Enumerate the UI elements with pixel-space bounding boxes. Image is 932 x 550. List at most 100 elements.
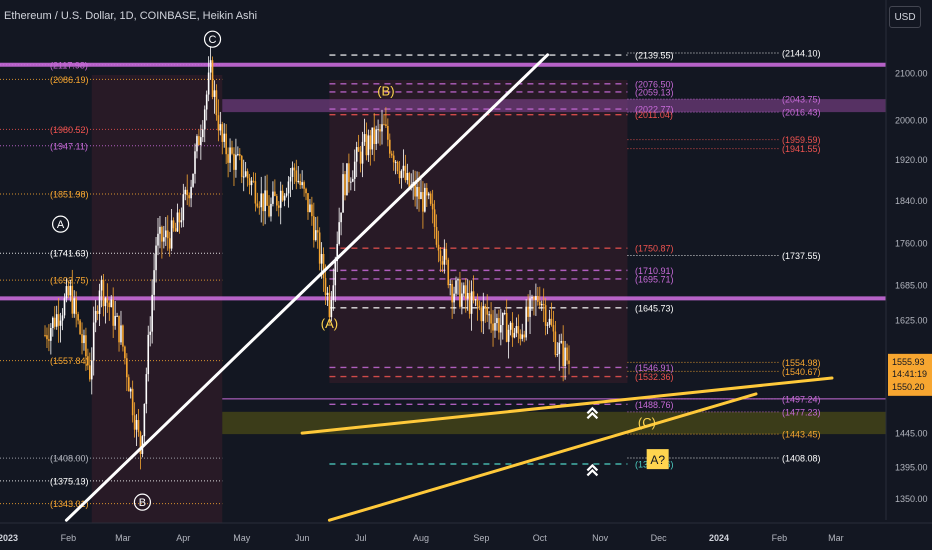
currency-button[interactable]: USD: [889, 6, 921, 28]
candle-body: [531, 296, 533, 299]
candle-body: [377, 129, 379, 131]
candle-body: [420, 192, 422, 200]
candle-body: [198, 136, 200, 145]
candle-body: [237, 154, 239, 156]
candle-body: [192, 173, 194, 187]
wave-label-2: B: [139, 497, 146, 509]
candle-body: [320, 254, 323, 264]
candle-body: [235, 154, 237, 170]
candle-body: [53, 317, 56, 327]
candle-body: [332, 285, 335, 300]
right-level-label-9: (1497.24): [782, 394, 821, 404]
candle-body: [445, 248, 448, 260]
candle-body: [568, 360, 570, 364]
candle-body: [268, 205, 270, 217]
candle-body: [558, 342, 561, 355]
candle-body: [213, 90, 216, 97]
wave-label-1: A: [57, 219, 65, 231]
wave-label-3: C: [209, 34, 217, 46]
candle-body: [231, 147, 233, 154]
candle-body: [258, 206, 261, 208]
candle-body: [131, 388, 134, 416]
candle-body: [350, 181, 352, 183]
candle-body: [209, 60, 212, 73]
candle-body: [540, 303, 543, 306]
candle-body: [496, 318, 498, 324]
candle-body: [507, 329, 510, 342]
candle-body: [52, 317, 54, 328]
candle-body: [277, 205, 280, 208]
x-tick-label-10: Oct: [533, 533, 548, 543]
candle-body: [112, 299, 114, 326]
right-level-label-10: (1477.23): [782, 407, 821, 417]
wave-label-7: A?: [650, 453, 665, 467]
candle-body: [252, 180, 255, 182]
candle-body: [124, 346, 126, 359]
candle-body: [459, 279, 461, 307]
candle-body: [353, 161, 356, 179]
y-tick-label-11: 1350.00: [895, 494, 928, 504]
candle-body: [281, 190, 284, 201]
candle-body: [184, 189, 187, 195]
wave-label-5: (B): [377, 84, 394, 99]
right-level-label-4: (1959.59): [782, 135, 821, 145]
candle-body: [439, 250, 442, 262]
candle-body: [279, 190, 282, 208]
candle-body: [529, 298, 531, 317]
candle-body: [478, 305, 481, 308]
candle-body: [159, 226, 161, 234]
candle-body: [100, 280, 103, 291]
candle-body: [369, 135, 372, 150]
candle-body: [503, 312, 506, 314]
left-level-label-11: (1343.01): [50, 499, 89, 509]
chart-title: Ethereum / U.S. Dollar, 1D, COINBASE, He…: [4, 10, 258, 22]
candle-body: [194, 151, 196, 174]
candle-body: [363, 134, 366, 142]
candle-body: [133, 415, 136, 430]
candle-body: [71, 285, 74, 314]
candle-body: [92, 322, 95, 361]
candle-body: [470, 291, 473, 314]
mid-level-label-1: (2139.55): [635, 51, 674, 61]
x-tick-label-7: Jul: [355, 533, 367, 543]
candle-body: [394, 161, 397, 163]
candle-body: [484, 306, 487, 308]
candle-body: [513, 332, 516, 338]
candle-body: [303, 182, 305, 189]
candle-body: [476, 299, 479, 306]
x-tick-label-12: Dec: [651, 533, 668, 543]
wave-label-2-circle: [133, 493, 152, 511]
candle-body: [437, 244, 440, 251]
x-tick-label-6: Jun: [295, 533, 310, 543]
candle-body: [416, 186, 418, 197]
left-level-label-8: (1557.84): [50, 356, 89, 366]
candle-body: [174, 228, 177, 232]
candle-body: [396, 161, 399, 172]
candle-body: [205, 94, 208, 110]
y-tick-label-7: 1625.00: [895, 315, 928, 325]
candle-body: [351, 178, 354, 182]
candle-body: [466, 292, 469, 299]
candle-body: [274, 191, 276, 197]
candle-body: [324, 278, 327, 296]
candle-body: [149, 331, 151, 335]
candle-body: [293, 167, 296, 171]
candle-body: [472, 291, 475, 301]
candle-body: [523, 334, 526, 338]
candle-body: [106, 298, 109, 303]
candle-body: [426, 187, 428, 196]
candle-body: [328, 292, 331, 318]
candle-body: [287, 181, 290, 194]
candle-body: [266, 190, 268, 206]
candle-body: [77, 314, 79, 321]
candle-body: [357, 147, 360, 152]
right-level-label-2: (2043.75): [782, 95, 821, 105]
candle-body: [73, 298, 76, 314]
candle-body: [87, 356, 89, 366]
candle-body: [137, 420, 140, 433]
candle-body: [314, 230, 317, 241]
candle-body: [316, 230, 319, 233]
candle-body: [544, 305, 547, 326]
candle-body: [519, 333, 522, 339]
